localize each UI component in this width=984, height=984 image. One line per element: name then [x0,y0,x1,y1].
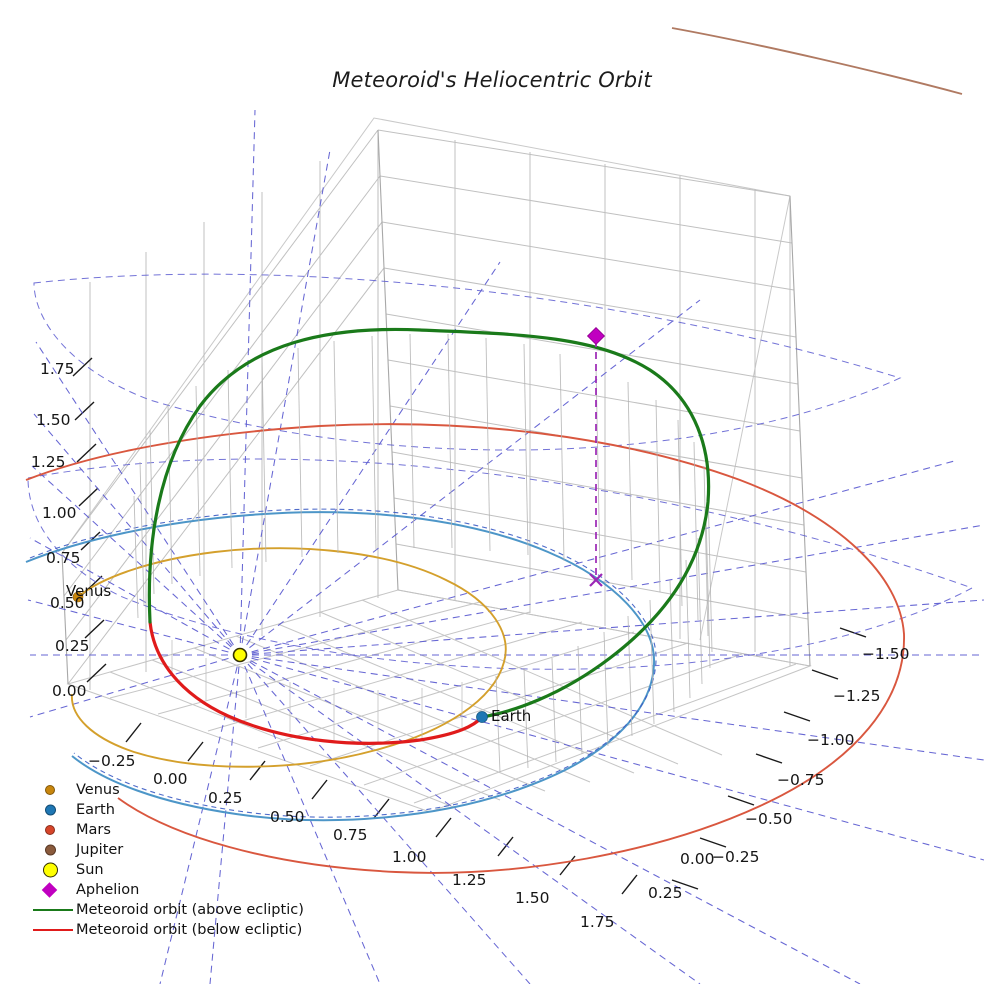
aphelion-marker [586,326,606,346]
aphelion-projection-x-marker [589,573,603,587]
point-label-earth: Earth [491,707,532,725]
tick-label-y-7: 0.25 [648,884,683,902]
legend-item-label: Sun [76,862,104,878]
tick-label-x-8: 1.75 [580,913,615,931]
legend-item-mars[interactable]: Mars [30,820,296,840]
legend-item-earth[interactable]: Earth [30,800,296,820]
legend-marker-dot [30,780,76,800]
tick-label-x-1: 0.00 [153,770,188,788]
legend-item-venus[interactable]: Venus [30,780,296,800]
sun-marker [232,647,248,663]
tick-label-x-5: 1.00 [392,848,427,866]
meteoroid-orbit-above-ecliptic [147,327,711,719]
legend-dot-icon [42,862,58,878]
tick-label-y-0: −1.50 [862,645,910,663]
tick-label-z-2: 1.25 [31,453,66,471]
tick-label-y-4: −0.50 [745,810,793,828]
tick-label-z-1: 1.50 [36,411,71,429]
tick-label-z-5: 0.50 [50,594,85,612]
tick-label-y-1: −1.25 [833,687,881,705]
legend-dot-icon [44,844,56,856]
earth-orbit-path [25,511,656,822]
legend: Venus Earth Mars Jupiter Sun Aphelion Meteoroi… [30,780,304,940]
tick-label-x-6: 1.25 [452,871,487,889]
axis-spines [61,129,811,685]
tick-label-x-7: 1.50 [515,889,550,907]
legend-item-label: Earth [76,802,115,818]
meteoroid-orbit-below-ecliptic [148,620,484,745]
legend-marker-dot [30,840,76,860]
legend-item-jupiter[interactable]: Jupiter [30,840,296,860]
ecliptic-reference-lines [27,109,984,984]
legend-item-label: Mars [76,822,111,838]
earth-marker [476,711,488,723]
meteoroid-stem-lines [133,333,713,773]
tick-label-x-0: −0.25 [88,752,136,770]
tick-label-z-3: 1.00 [42,504,77,522]
legend-item-label: Jupiter [76,842,124,858]
page-title: Meteoroid's Heliocentric Orbit [332,68,652,92]
legend-diamond-icon [41,882,58,898]
legend-item-aphelion[interactable]: Aphelion [30,880,296,900]
tick-marks-x [125,722,638,895]
legend-line-icon [33,909,73,911]
legend-item-label: Meteoroid orbit (above ecliptic) [76,902,304,918]
tick-label-z-0: 1.75 [40,360,75,378]
legend-dot-icon [44,804,56,816]
tick-marks-y [671,627,867,890]
earth-orbit-dashed-overlay [29,508,657,818]
legend-item-sun[interactable]: Sun [30,860,296,880]
legend-marker-dot [30,800,76,820]
legend-marker-dot [30,860,76,880]
ecliptic-rings [27,273,974,670]
tick-label-y-3: −0.75 [777,771,825,789]
legend-item-label: Venus [76,782,120,798]
legend-item-label: Aphelion [76,882,140,898]
tick-label-x-3: 0.50 [270,808,305,826]
legend-item-label: Meteoroid orbit (below ecliptic) [76,922,303,938]
tick-label-z-6: 0.25 [55,637,90,655]
tick-label-x-2: 0.25 [208,789,243,807]
tick-label-y-2: −1.00 [807,731,855,749]
legend-marker-line [30,920,76,940]
legend-item-meteoroid-orbit-below-ecliptic[interactable]: Meteoroid orbit (below ecliptic) [30,920,302,940]
grid-pane-back-top [61,117,791,641]
meteoroid-stem-lines-below [171,640,463,742]
tick-label-y-5: −0.25 [712,848,760,866]
tick-label-z-7: 0.00 [52,682,87,700]
legend-item-meteoroid-orbit-above-ecliptic[interactable]: Meteoroid orbit (above ecliptic) [30,900,304,920]
legend-line-icon [33,929,73,931]
legend-dot-icon [45,825,55,835]
legend-marker-line [30,900,76,920]
tick-label-y-6: 0.00 [680,850,715,868]
legend-marker-diamond [30,880,76,900]
venus-marker [72,591,84,603]
jupiter-orbit-path [671,27,963,95]
tick-label-x-4: 0.75 [333,826,368,844]
tick-label-z-4: 0.75 [46,549,81,567]
legend-dot-icon [45,785,55,795]
venus-orbit-path [71,547,507,768]
grid-pane-right [377,129,811,667]
mars-orbit-path [25,423,905,874]
point-label-venus: Venus [66,582,112,600]
legend-marker-dot [30,820,76,840]
